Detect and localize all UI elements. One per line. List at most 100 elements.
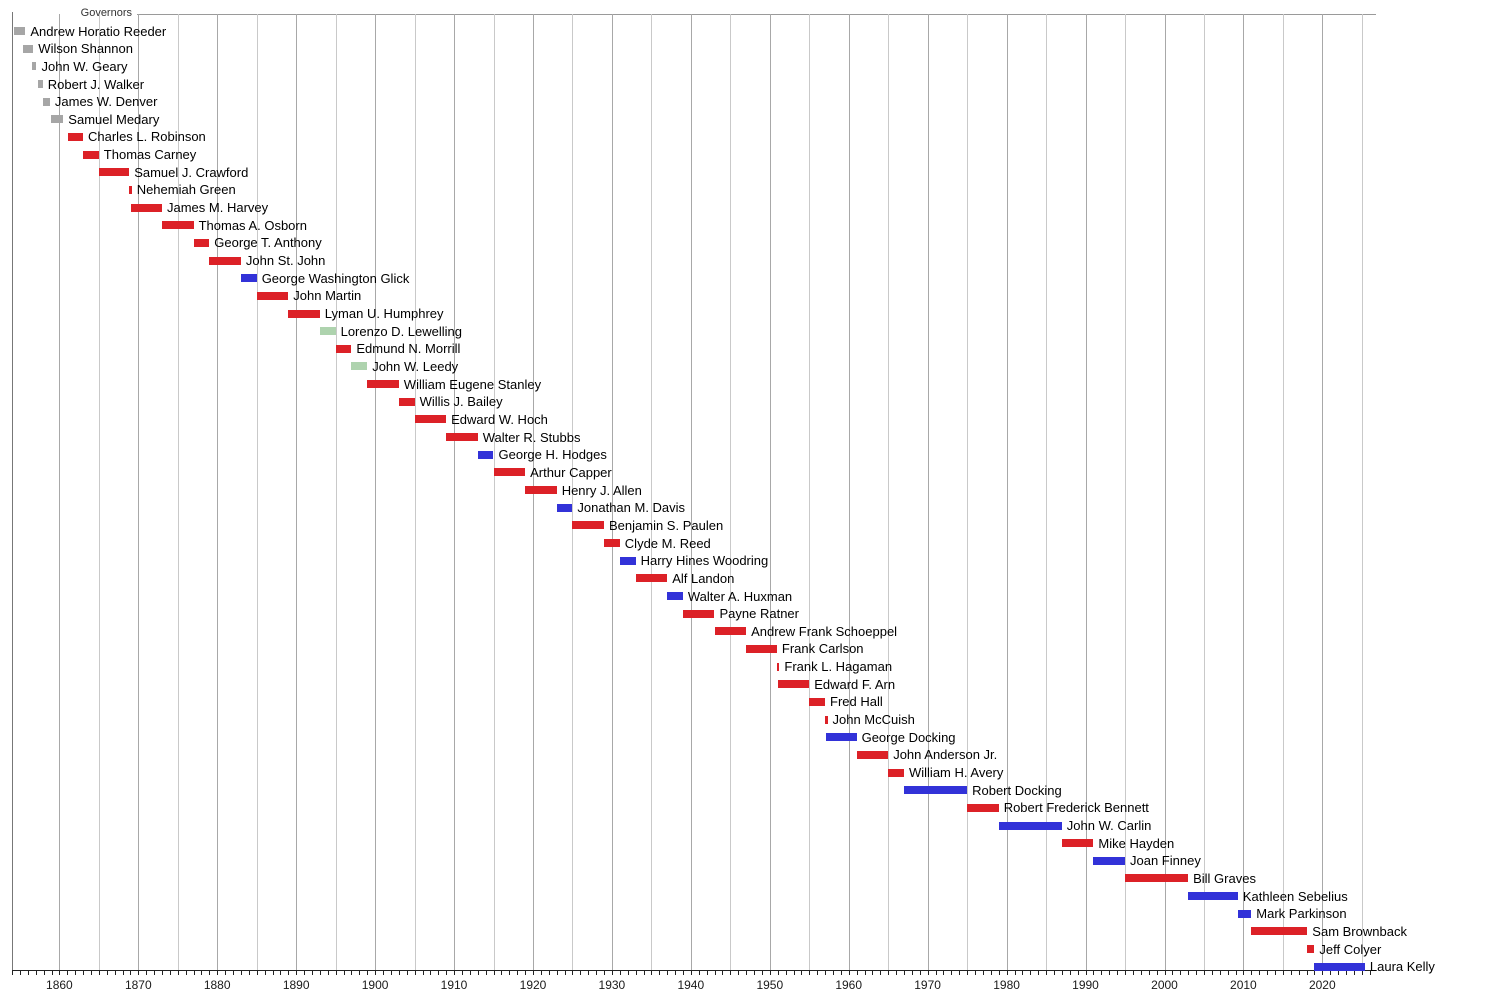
gridline-1930	[611, 14, 613, 970]
x-axis-tick	[1180, 970, 1182, 975]
x-axis-tick	[651, 970, 653, 975]
governor-bar	[746, 644, 777, 653]
x-axis-tick	[359, 970, 361, 975]
gridline-1990	[1085, 14, 1087, 970]
governor-name-label: George H. Hodges	[498, 447, 607, 463]
x-axis-tick	[1251, 970, 1253, 975]
governor-name-label: Thomas A. Osborn	[198, 217, 307, 233]
gridline-1895	[335, 14, 337, 970]
x-axis-tick	[1353, 970, 1355, 975]
x-axis-tick	[217, 970, 219, 975]
governor-name-label: Wilson Shannon	[38, 41, 133, 57]
governor-name-label: William H. Avery	[909, 765, 1004, 780]
gridline-1945	[730, 14, 732, 970]
x-axis-tick	[817, 970, 819, 975]
x-axis-tick	[138, 970, 140, 975]
x-axis-tick	[951, 970, 953, 975]
x-axis-tick	[264, 970, 266, 975]
x-axis-tick	[793, 970, 795, 975]
x-axis-tick	[864, 970, 866, 975]
gridline-1975	[967, 14, 969, 970]
x-axis-tick	[517, 970, 519, 975]
governor-bar	[335, 344, 352, 353]
x-axis-tick	[509, 970, 511, 975]
governor-bar	[856, 750, 889, 759]
x-axis-tick	[1330, 970, 1332, 975]
gridline-1980	[1006, 14, 1008, 970]
x-axis-tick	[454, 970, 455, 975]
governor-name-label: John W. Carlin	[1066, 818, 1152, 833]
governor-bar	[572, 521, 604, 530]
governor-name-label: Frank L. Hagaman	[784, 659, 893, 675]
x-axis-tick	[548, 970, 550, 975]
governor-name-label: Andrew Frank Schoeppel	[751, 623, 898, 639]
x-axis-tick	[888, 970, 890, 975]
governor-name-label: Charles L. Robinson	[88, 129, 206, 145]
x-axis-tick	[1077, 970, 1079, 975]
x-axis-tick	[367, 970, 369, 975]
x-axis-tick	[461, 970, 463, 975]
gridline-1915	[493, 14, 495, 970]
governor-name-label: Walter A. Huxman	[687, 588, 793, 604]
x-axis-tick	[1227, 970, 1229, 975]
gridline-1955	[809, 14, 811, 970]
x-axis-tick	[233, 970, 234, 975]
x-axis-tick	[162, 970, 163, 975]
governor-bar	[809, 697, 825, 706]
governor-name-label: Walter R. Stubbs	[482, 429, 581, 445]
gridline-1985	[1046, 14, 1048, 970]
governor-bar	[1061, 839, 1094, 848]
governor-bar	[240, 274, 257, 283]
x-axis-tick	[1243, 970, 1245, 975]
governor-bar	[778, 680, 810, 689]
x-axis-tick	[682, 970, 684, 975]
governor-bar	[1093, 856, 1125, 865]
x-axis-tick	[351, 970, 353, 975]
governor-name-label: Laura Kelly	[1369, 959, 1435, 975]
x-axis-tick	[248, 970, 250, 975]
x-axis-tick	[193, 970, 195, 975]
x-axis-tick	[27, 970, 29, 975]
x-axis-tick	[722, 970, 724, 975]
x-axis-tick	[390, 970, 392, 975]
governor-bar	[367, 380, 399, 389]
governor-name-label: George Docking	[861, 729, 956, 745]
governor-name-label: Edward F. Arn	[814, 676, 896, 692]
gridline-2000	[1164, 14, 1166, 970]
x-axis-tick	[493, 970, 495, 975]
x-axis-tick	[1109, 970, 1111, 975]
gridline-1910	[454, 14, 455, 970]
x-axis-tick	[398, 970, 400, 975]
x-axis-tick-label: 2000	[1151, 978, 1178, 992]
x-axis-tick	[1030, 970, 1032, 975]
x-axis-tick	[1314, 970, 1316, 975]
gridline-1860	[59, 14, 61, 970]
x-axis-tick	[169, 970, 171, 975]
x-axis-tick	[1259, 970, 1261, 975]
governor-name-label: Frank Carlson	[781, 641, 864, 657]
x-axis-tick	[588, 970, 590, 975]
x-axis-tick-label: 2010	[1230, 978, 1257, 992]
x-axis-tick-label: 1990	[1072, 978, 1099, 992]
x-axis-tick	[935, 970, 937, 975]
governor-bar	[288, 309, 320, 318]
x-axis-tick	[67, 970, 69, 975]
x-axis-tick	[1282, 970, 1284, 975]
governor-name-label: Samuel Medary	[68, 111, 160, 127]
x-axis-tick	[730, 970, 732, 975]
x-axis-tick	[272, 970, 274, 975]
x-axis-tick	[675, 970, 677, 975]
x-axis-tick	[785, 970, 787, 975]
x-axis-tick	[896, 970, 898, 975]
x-axis-tick	[312, 970, 313, 975]
x-axis-tick-label: 1960	[835, 978, 863, 992]
governor-bar	[967, 803, 999, 812]
governor-bar	[351, 362, 368, 371]
governor-name-label: Alf Landon	[672, 570, 735, 586]
governor-bar	[68, 132, 83, 141]
governor-name-label: Harry Hines Woodring	[640, 553, 769, 569]
x-axis-tick	[114, 970, 116, 975]
x-axis-tick	[177, 970, 179, 975]
x-axis-tick-label: 1880	[203, 978, 231, 992]
x-axis-tick-label: 1910	[440, 978, 468, 992]
